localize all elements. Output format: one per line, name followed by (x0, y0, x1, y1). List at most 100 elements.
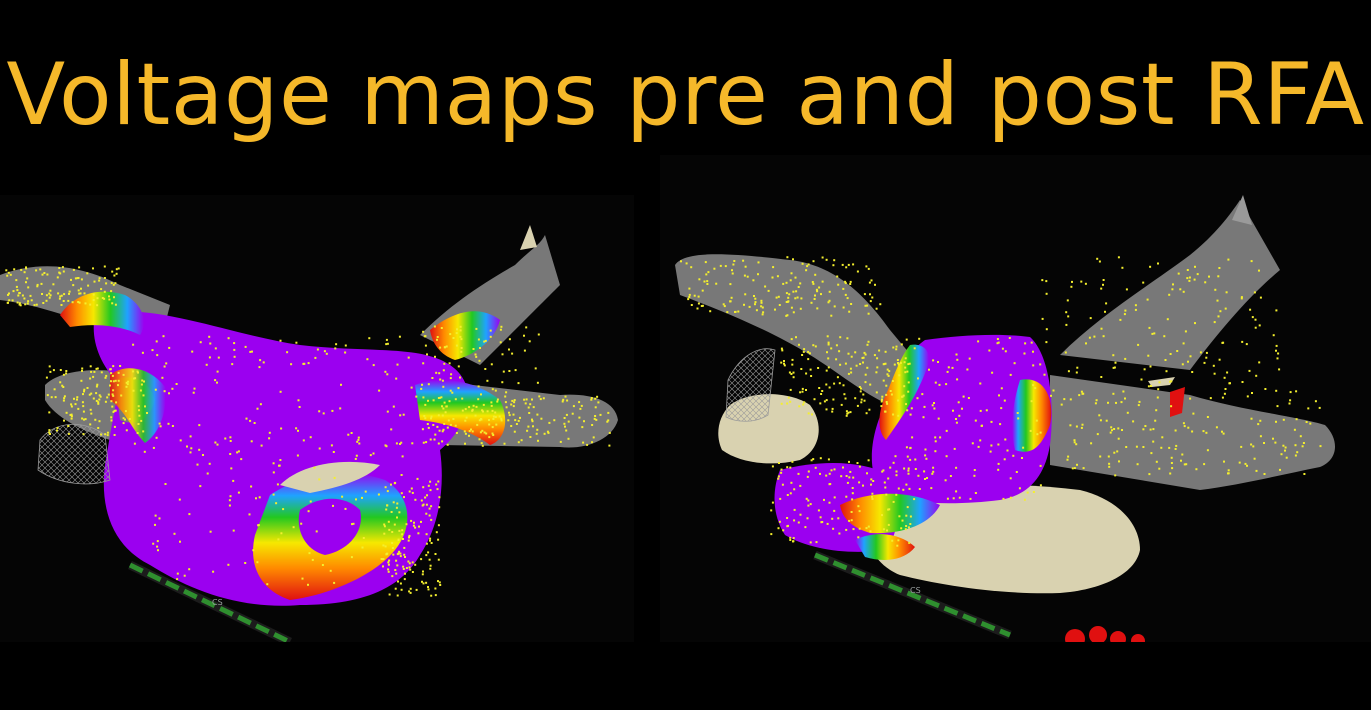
mapping-point (817, 367, 820, 369)
mapping-point (393, 482, 396, 485)
mapping-point (791, 460, 794, 463)
mapping-point (859, 363, 862, 365)
mapping-point (249, 419, 252, 422)
mapping-point (864, 304, 867, 307)
mapping-point (76, 277, 79, 280)
mapping-point (491, 409, 494, 412)
mapping-point (839, 363, 842, 366)
mapping-point (7, 293, 9, 296)
mapping-point (1039, 363, 1042, 366)
mapping-point (357, 436, 360, 439)
mapping-point (845, 475, 848, 477)
mapping-point (449, 333, 452, 336)
mapping-point (1217, 275, 1220, 278)
mapping-point (428, 558, 431, 561)
mapping-point (807, 504, 810, 507)
mapping-point (54, 396, 57, 399)
mapping-point (461, 409, 464, 412)
mapping-point (434, 594, 437, 597)
mapping-point (398, 529, 401, 532)
mapping-point (399, 414, 402, 417)
mapping-point (122, 422, 125, 425)
mapping-point (789, 400, 792, 403)
mapping-point (866, 304, 869, 307)
mapping-point (441, 430, 444, 433)
mapping-point (386, 373, 389, 376)
mapping-point (429, 537, 432, 540)
mapping-point (70, 413, 73, 416)
mapping-point (835, 358, 838, 361)
mapping-point (499, 328, 502, 331)
mapping-point (445, 405, 448, 408)
mapping-point (1275, 420, 1277, 423)
mapping-point (382, 544, 385, 547)
mapping-point (796, 296, 799, 299)
mapping-point (395, 442, 398, 445)
mapping-point (564, 425, 566, 428)
mapping-point (420, 499, 423, 502)
mapping-point (480, 418, 482, 420)
mapping-point (1169, 353, 1172, 355)
mapping-point (45, 299, 48, 302)
mapping-point (422, 570, 424, 573)
mapping-point (819, 457, 822, 460)
mapping-point (778, 462, 780, 464)
mapping-point (907, 390, 910, 393)
mapping-point (1165, 370, 1168, 373)
mapping-point (859, 390, 862, 393)
mapping-point (778, 520, 781, 523)
mapping-point (447, 419, 450, 422)
mapping-point (979, 439, 982, 442)
low-voltage-zone-upper-left (60, 291, 145, 335)
mapping-point (80, 379, 83, 382)
mapping-point (1255, 469, 1258, 472)
mapping-point (496, 398, 499, 401)
mapping-point (282, 508, 285, 511)
mapping-point (333, 476, 336, 479)
mapping-point (887, 523, 890, 526)
mapping-point (95, 367, 98, 370)
mapping-point (812, 282, 815, 285)
mapping-point (1149, 365, 1152, 368)
mapping-point (863, 293, 866, 296)
mapping-point (1285, 456, 1288, 459)
mapping-point (82, 410, 85, 413)
mapping-point (517, 382, 520, 385)
mapping-point (537, 333, 540, 336)
mapping-point (124, 410, 127, 413)
mapping-point (90, 412, 93, 415)
mapping-point (932, 359, 935, 362)
mapping-point (395, 506, 398, 509)
mapping-point (439, 584, 442, 586)
mapping-point (165, 362, 168, 365)
mapping-point (18, 302, 21, 305)
mapping-point (867, 312, 870, 315)
mapping-point (141, 351, 144, 354)
mapping-point (844, 293, 847, 296)
mapping-point (1277, 352, 1280, 355)
mapping-point (946, 497, 949, 500)
mapping-point (441, 414, 444, 417)
mapping-point (1012, 454, 1015, 457)
mapping-point (369, 454, 372, 457)
mapping-point (252, 549, 255, 552)
mapping-point (1305, 421, 1308, 423)
mapping-point (816, 307, 819, 310)
mapping-point (427, 383, 430, 386)
mapping-point (895, 493, 898, 496)
mapping-point (1274, 441, 1277, 444)
mapping-point (449, 389, 452, 392)
mapping-point (1191, 371, 1194, 373)
mapping-point (968, 357, 971, 360)
mesh-patch (37, 423, 111, 485)
mapping-point (100, 433, 103, 436)
mapping-point (791, 358, 794, 361)
mapping-point (1227, 472, 1230, 475)
border-zone-left (879, 344, 929, 440)
mapping-point (1004, 350, 1007, 353)
mapping-point (1254, 326, 1257, 329)
mapping-point (882, 469, 885, 472)
mapping-point (820, 293, 822, 296)
mapping-point (318, 447, 321, 450)
mapping-point (229, 440, 232, 442)
